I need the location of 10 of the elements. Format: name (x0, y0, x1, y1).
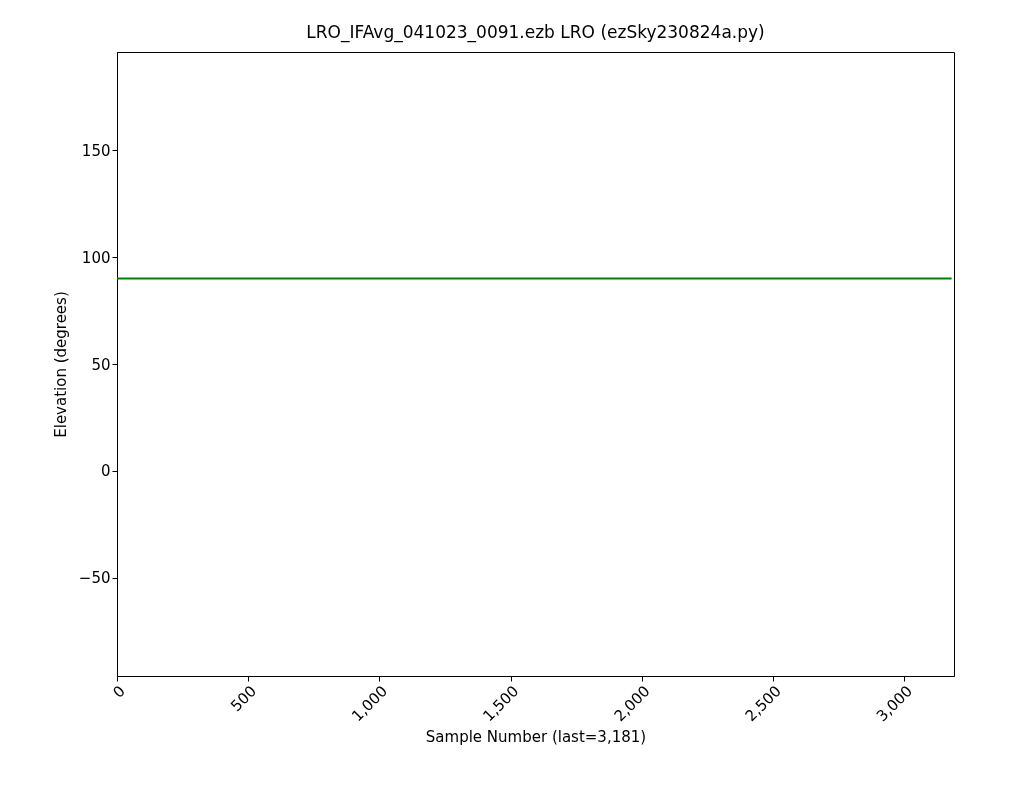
y-tick-label: 0 (100, 462, 111, 481)
y-tick-label: 100 (81, 248, 111, 267)
chart-title: LRO_IFAvg_041023_0091.ezb LRO (ezSky230824a.py) (306, 22, 765, 43)
y-axis-title: Elevation (degrees) (51, 291, 70, 438)
y-tick-label: 150 (81, 141, 111, 160)
y-tick-label: 50 (91, 355, 111, 374)
x-axis-title: Sample Number (last=3,181) (425, 728, 647, 747)
y-tick-label: −50 (78, 569, 111, 588)
x-tick-label: 0 (109, 682, 129, 702)
x-tick-label: 500 (227, 682, 260, 716)
